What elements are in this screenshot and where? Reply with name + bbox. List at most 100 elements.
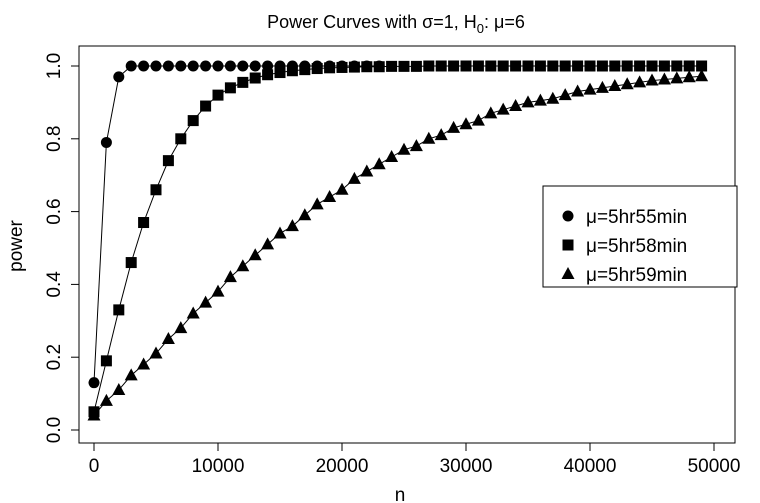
legend-label: μ=5hr59min	[586, 265, 687, 286]
data-point	[324, 62, 336, 74]
data-point	[249, 72, 261, 84]
data-point	[200, 100, 212, 112]
x-tick-label: 10000	[192, 456, 245, 477]
data-point	[658, 60, 670, 72]
data-point	[99, 393, 113, 406]
series-circle	[88, 60, 385, 389]
x-tick-label: 50000	[688, 456, 741, 477]
legend-box	[542, 185, 738, 288]
data-point	[162, 155, 174, 167]
y-tick-label: 1.0	[44, 53, 65, 79]
data-point	[138, 60, 150, 72]
data-point	[584, 60, 596, 72]
data-point	[621, 60, 633, 72]
data-point	[397, 142, 411, 155]
data-point	[459, 117, 473, 130]
data-point	[546, 91, 560, 104]
x-axis-label: n	[395, 485, 406, 503]
legend-label: μ=5hr55min	[586, 207, 687, 228]
data-point	[249, 60, 261, 72]
data-point	[237, 60, 249, 72]
y-tick-label: 0.6	[44, 198, 65, 224]
data-point	[385, 150, 399, 162]
data-point	[248, 248, 262, 261]
data-point	[237, 76, 249, 88]
data-point	[646, 60, 658, 72]
data-point	[323, 190, 337, 203]
data-point	[100, 136, 112, 148]
data-point	[125, 60, 137, 72]
chart-title: Power Curves with σ=1, H0: μ=6	[267, 12, 525, 36]
data-point	[521, 95, 535, 108]
data-point	[274, 67, 286, 79]
data-point	[460, 60, 472, 72]
data-point	[434, 128, 448, 141]
data-point	[113, 304, 125, 316]
y-axis: 0.0 0.2 0.4 0.6 0.8 1.0	[44, 53, 80, 443]
data-point	[509, 99, 523, 112]
legend: μ=5hr55min μ=5hr58min μ=5hr59min	[542, 185, 738, 288]
data-point	[311, 63, 323, 75]
data-point	[634, 60, 646, 72]
data-point	[112, 382, 126, 395]
data-point	[336, 61, 348, 73]
legend-marker	[562, 210, 574, 222]
data-point	[236, 259, 250, 272]
data-point	[286, 65, 298, 77]
data-point	[347, 171, 361, 184]
data-point	[496, 102, 510, 115]
data-point	[299, 64, 311, 76]
data-point	[175, 133, 187, 145]
series-line	[93, 65, 380, 383]
data-point	[87, 408, 101, 421]
data-point	[261, 237, 275, 250]
data-point	[124, 368, 138, 381]
data-point	[360, 164, 374, 177]
data-point	[273, 226, 287, 239]
y-tick-label: 0.8	[44, 126, 65, 152]
data-point	[533, 93, 547, 106]
data-point	[423, 60, 435, 72]
series-layer	[87, 60, 709, 421]
data-point	[471, 113, 485, 126]
data-point	[373, 61, 385, 73]
data-point	[645, 73, 659, 86]
y-tick-label: 0.0	[44, 417, 65, 443]
data-point	[224, 60, 236, 72]
data-point	[657, 72, 671, 85]
data-point	[137, 357, 151, 370]
data-point	[224, 82, 236, 94]
data-point	[409, 139, 423, 152]
data-point	[212, 89, 224, 101]
data-point	[671, 60, 683, 72]
x-tick-label: 0	[89, 456, 100, 477]
data-point	[447, 120, 461, 133]
data-point	[125, 257, 137, 269]
y-tick-label: 0.2	[44, 344, 65, 370]
data-point	[175, 60, 187, 72]
data-point	[199, 295, 213, 308]
series-square	[88, 60, 708, 418]
data-point	[422, 131, 436, 144]
data-point	[113, 71, 125, 83]
data-point	[186, 306, 200, 319]
data-point	[200, 60, 212, 72]
data-point	[211, 284, 225, 297]
data-point	[262, 60, 274, 72]
y-tick-label: 0.4	[44, 271, 65, 298]
data-point	[187, 115, 199, 127]
x-tick-label: 30000	[440, 456, 493, 477]
legend-marker	[562, 239, 574, 251]
data-point	[484, 106, 498, 119]
data-point	[595, 80, 609, 93]
data-point	[398, 60, 410, 72]
data-point	[682, 70, 696, 83]
data-point	[187, 60, 199, 72]
data-point	[150, 60, 162, 72]
data-point	[572, 60, 584, 72]
data-point	[534, 60, 546, 72]
data-point	[559, 60, 571, 72]
data-point	[410, 60, 422, 72]
data-point	[683, 60, 695, 72]
data-point	[558, 88, 572, 101]
